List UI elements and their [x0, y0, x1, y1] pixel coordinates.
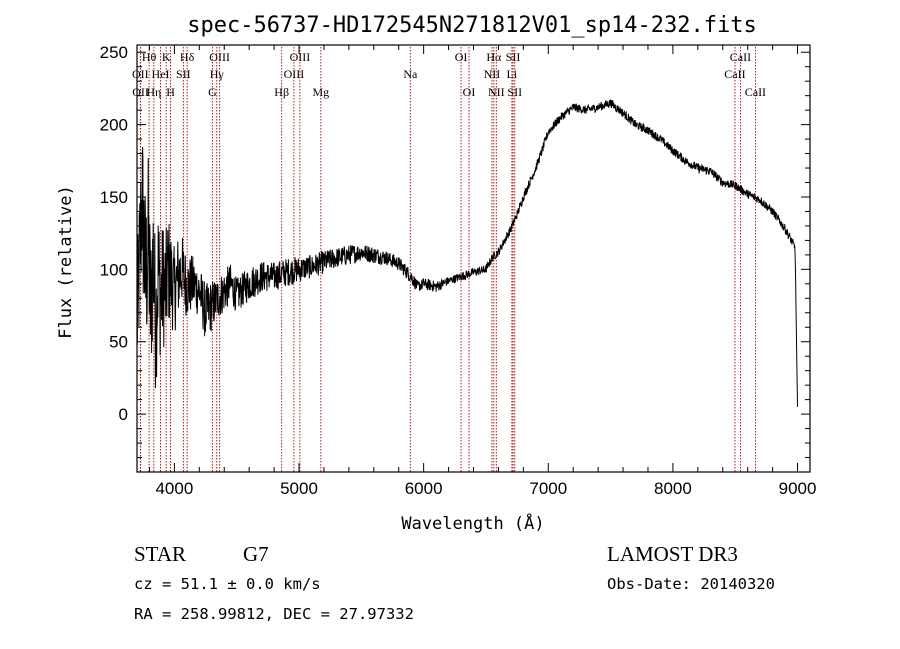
- object-subclass: G7: [243, 542, 269, 566]
- line-label-4: OIII: [290, 50, 311, 64]
- y-axis-label: Flux (relative): [56, 185, 76, 339]
- line-label-16: Li: [507, 67, 518, 81]
- line-label-5: OI: [455, 50, 468, 64]
- y-tick-label-1: 50: [109, 333, 128, 352]
- object-type: STAR: [134, 542, 186, 566]
- x-tick-label-5: 9000: [779, 479, 817, 498]
- axis-ticks-layer: 4000 5000 6000 7000 8000 9000 0 50 100 150 200 250: [100, 43, 817, 498]
- line-label-22: Hβ: [274, 85, 289, 99]
- x-tick-label-1: 5000: [280, 479, 318, 498]
- line-label-25: NII: [488, 85, 505, 99]
- x-tick-label-2: 6000: [405, 479, 443, 498]
- x-tick-label-4: 8000: [654, 479, 692, 498]
- line-label-23: Mg: [312, 85, 329, 99]
- redshift-value: cz = 51.1 ± 0.0 km/s: [134, 575, 321, 593]
- coordinates: RA = 258.99812, DEC = 27.97332: [134, 605, 414, 623]
- line-label-20: H: [166, 85, 175, 99]
- line-label-19: Hη: [146, 85, 161, 99]
- line-label-7: SII: [506, 50, 521, 64]
- line-label-14: Na: [403, 67, 418, 81]
- y-tick-label-5: 250: [100, 43, 128, 62]
- plot-frame: [136, 44, 811, 473]
- y-tick-label-3: 150: [100, 188, 128, 207]
- line-label-0: Hθ: [142, 50, 157, 64]
- survey-name: LAMOST DR3: [607, 542, 738, 566]
- line-label-12: Hγ: [210, 67, 225, 81]
- line-label-3: OIII: [209, 50, 230, 64]
- line-label-27: CaII: [745, 85, 766, 99]
- line-label-26: SII: [507, 85, 522, 99]
- line-label-15: NII: [484, 67, 501, 81]
- y-tick-label-4: 200: [100, 116, 128, 135]
- line-label-13: OIII: [284, 67, 305, 81]
- y-tick-label-0: 0: [119, 405, 128, 424]
- x-tick-label-3: 7000: [529, 479, 567, 498]
- line-label-1: K: [162, 50, 171, 64]
- x-axis-label: Wavelength (Å): [401, 512, 544, 534]
- line-label-11: SII: [176, 67, 191, 81]
- line-label-2: Hδ: [180, 50, 195, 64]
- line-label-8: CaII: [730, 50, 751, 64]
- spectrum-line: [136, 99, 798, 407]
- line-label-24: OI: [463, 85, 476, 99]
- line-label-10: HeI: [152, 67, 170, 81]
- line-label-6: Hα: [486, 50, 502, 64]
- chart-title: spec-56737-HD172545N271812V01_sp14-232.f…: [187, 13, 757, 38]
- x-tick-label-0: 4000: [155, 479, 193, 498]
- observation-date: Obs-Date: 20140320: [607, 575, 775, 593]
- y-tick-label-2: 100: [100, 260, 128, 279]
- line-label-17: CaII: [724, 67, 745, 81]
- line-label-21: G: [208, 85, 217, 99]
